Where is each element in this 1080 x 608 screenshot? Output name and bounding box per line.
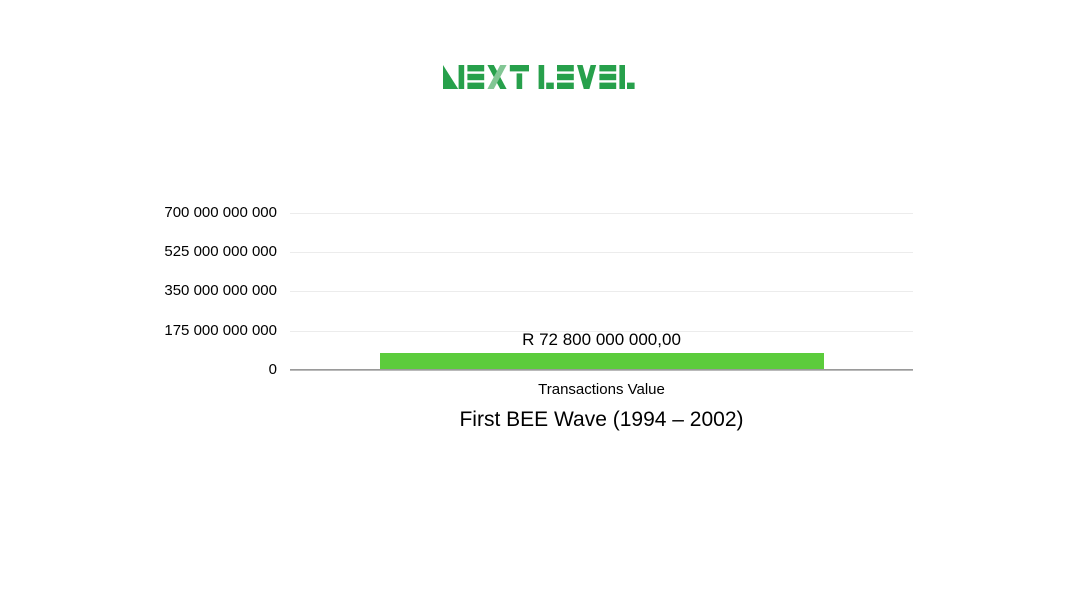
- y-tick-label: 350 000 000 000: [164, 282, 277, 299]
- gridline: [290, 252, 913, 253]
- y-tick-label: 525 000 000 000: [164, 243, 277, 260]
- chart-title: First BEE Wave (1994 – 2002): [459, 408, 744, 431]
- x-axis-line: [290, 369, 913, 371]
- next-level-logo: [443, 65, 635, 89]
- bar-transactions-value: [380, 353, 824, 369]
- x-category-label: Transactions Value: [538, 381, 665, 398]
- y-tick-label: 700 000 000 000: [164, 204, 277, 221]
- next-level-logo-icon: [443, 65, 635, 89]
- gridline: [290, 291, 913, 292]
- bar-value-label: R 72 800 000 000,00: [522, 330, 681, 349]
- y-tick-label: 0: [268, 361, 277, 378]
- y-tick-label: 175 000 000 000: [164, 322, 277, 339]
- gridline: [290, 331, 913, 332]
- gridline: [290, 213, 913, 214]
